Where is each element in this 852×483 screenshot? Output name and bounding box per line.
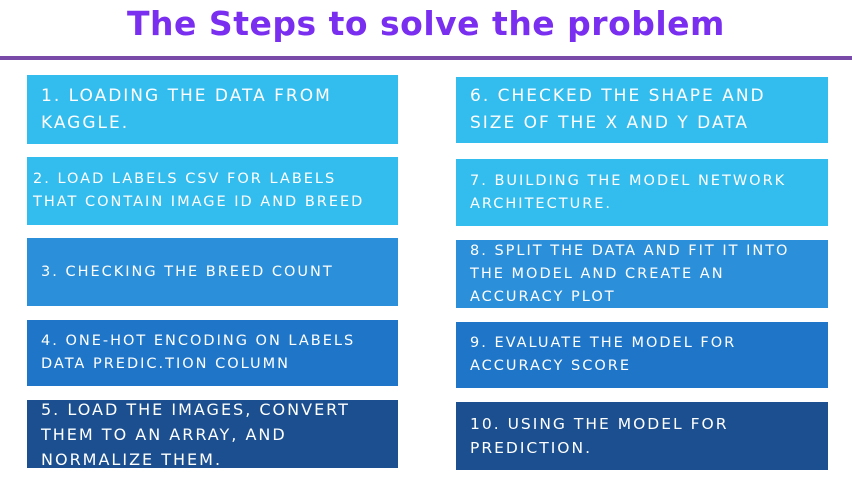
step-1-box: 1. Loading the data from Kaggle. bbox=[27, 75, 398, 144]
step-5-box: 5. Load the images, convert them to an a… bbox=[27, 400, 398, 469]
step-9-text: 9. Evaluate the model for accuracy score bbox=[470, 335, 737, 374]
step-7-box: 7. Building the model network architectu… bbox=[456, 159, 828, 226]
step-6-text: 6. Checked the shape and size of the X a… bbox=[470, 86, 766, 133]
step-10-box: 10. Using the model for prediction. bbox=[456, 402, 828, 470]
step-2-box: 2. Load labels CSV for labels that conta… bbox=[27, 157, 398, 225]
step-3-box: 3. Checking the breed count bbox=[27, 238, 398, 306]
step-3-text: 3. Checking the breed count bbox=[41, 263, 334, 280]
step-1-text: 1. Loading the data from Kaggle. bbox=[41, 85, 332, 133]
step-6-box: 6. Checked the shape and size of the X a… bbox=[456, 77, 828, 143]
step-9-box: 9. Evaluate the model for accuracy score bbox=[456, 322, 828, 388]
step-10-text: 10. Using the model for prediction. bbox=[470, 415, 729, 457]
step-4-text: 4. One-hot encoding on labels data predi… bbox=[41, 333, 356, 372]
step-4-box: 4. One-hot encoding on labels data predi… bbox=[27, 320, 398, 386]
title-divider bbox=[0, 56, 852, 60]
step-2-text: 2. Load labels CSV for labels that conta… bbox=[33, 171, 365, 210]
page-title: The Steps to solve the problem bbox=[127, 4, 725, 43]
step-8-text: 8. Split the data and fit it into the mo… bbox=[470, 242, 790, 305]
step-7-text: 7. Building the model network architectu… bbox=[470, 172, 787, 212]
step-8-box: 8. Split the data and fit it into the mo… bbox=[456, 240, 828, 308]
step-5-text: 5. Load the images, convert them to an a… bbox=[41, 399, 350, 469]
